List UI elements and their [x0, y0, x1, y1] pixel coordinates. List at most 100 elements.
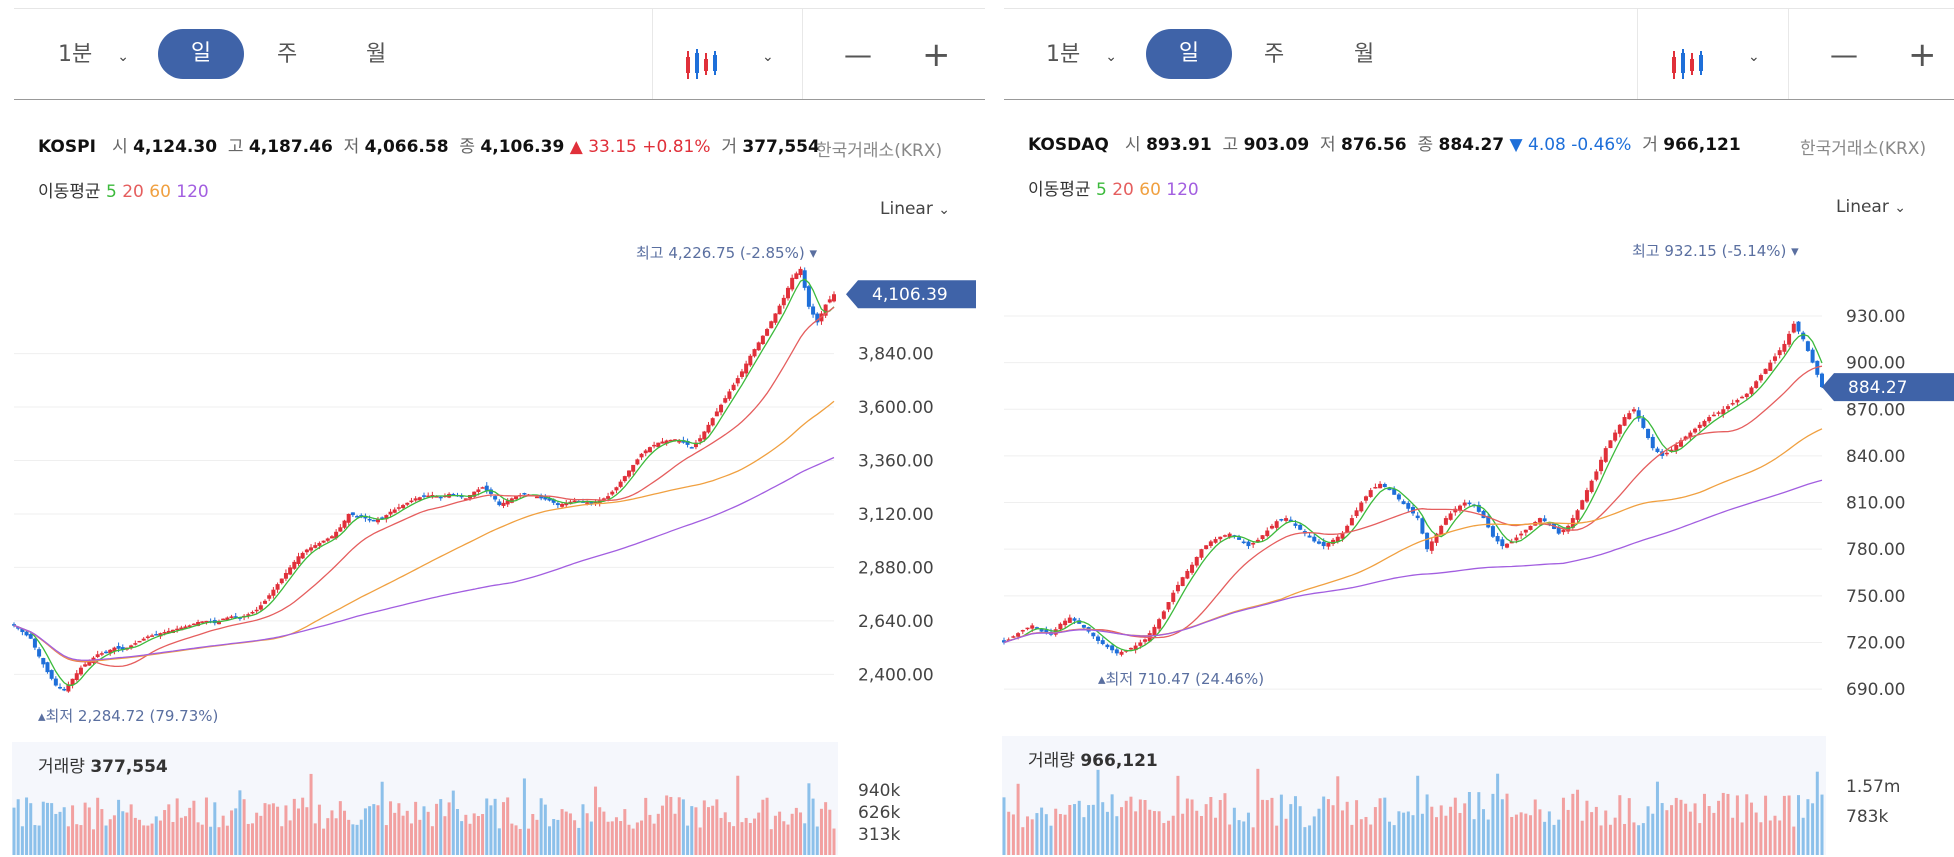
candle-body [1458, 505, 1463, 511]
toolbar-divider [802, 9, 803, 99]
volume-bar [706, 807, 710, 855]
candle-body [714, 411, 719, 417]
candle-body [1378, 483, 1383, 489]
candle-body [832, 294, 836, 302]
volume-bar [736, 775, 740, 855]
volume-bar [1580, 820, 1584, 855]
volume-bar [1218, 799, 1222, 855]
candle-body [183, 626, 188, 629]
chart-type-chevron-icon[interactable]: ⌄ [762, 49, 774, 65]
volume-bar [1035, 813, 1039, 855]
volume-bar [1040, 807, 1044, 855]
volume-bar [535, 819, 539, 855]
candle-body [191, 623, 196, 626]
zoom-in-button[interactable]: + [1908, 35, 1937, 75]
zoom-out-button[interactable]: — [844, 38, 872, 71]
ma120-legend[interactable]: 120 [1166, 180, 1199, 200]
chart-type-button[interactable] [682, 33, 726, 79]
tab-week[interactable]: 주 [1264, 42, 1285, 67]
candle-body [1133, 645, 1138, 651]
volume-bar [1524, 813, 1528, 855]
volume-bar [1712, 812, 1716, 855]
zoom-in-button[interactable]: + [922, 35, 951, 75]
candle-body [1293, 523, 1298, 526]
candle-body [355, 516, 360, 518]
candle-body [1777, 350, 1782, 356]
volume-bar [669, 796, 673, 855]
volume-bar [422, 806, 426, 855]
chart-toolbar: 1분 ⌄ 일 주 월 ⌄ — + [14, 8, 985, 100]
scale-dropdown[interactable]: Linear ⌄ [880, 199, 950, 219]
volume-bar [1590, 812, 1594, 855]
candle-body [317, 542, 322, 546]
ma20-legend[interactable]: 20 [122, 182, 144, 202]
volume-bar [397, 803, 401, 855]
candle-body [196, 622, 201, 626]
volume-bar [510, 823, 514, 855]
tab-month[interactable]: 월 [1354, 42, 1375, 67]
volume-tick-label: 313k [858, 825, 900, 845]
ma60-legend[interactable]: 60 [1139, 180, 1161, 200]
candle-body [233, 616, 238, 618]
ma5-legend[interactable]: 5 [105, 182, 117, 202]
volume-bar [598, 807, 602, 855]
chart-type-chevron-icon[interactable]: ⌄ [1748, 49, 1760, 65]
volume-bar [37, 825, 41, 855]
volume-bar [631, 828, 635, 855]
volume-bar [112, 815, 116, 855]
volume-bar [1044, 814, 1048, 855]
ma5-legend[interactable]: 5 [1095, 180, 1107, 200]
volume-bar [644, 797, 648, 855]
ma20-legend[interactable]: 20 [1112, 180, 1134, 200]
candle-body [417, 497, 422, 501]
candle-body [367, 518, 372, 521]
tab-week[interactable]: 주 [277, 42, 298, 67]
ma120-legend[interactable]: 120 [176, 182, 209, 202]
candle-body [325, 538, 330, 541]
price-tag-label: 4,106.39 [872, 285, 948, 305]
candle-body [158, 633, 163, 637]
candle-body [296, 556, 301, 565]
ma60-legend[interactable]: 60 [149, 182, 171, 202]
candle-body [405, 502, 410, 505]
candle-body [1152, 626, 1157, 636]
scale-dropdown[interactable]: Linear ⌄ [1836, 197, 1906, 217]
chart-type-button[interactable] [1668, 33, 1712, 79]
volume-bar [1726, 793, 1730, 855]
tab-month[interactable]: 월 [366, 42, 387, 67]
kospi-chart[interactable]: 3,840.00 3,600.00 3,360.00 3,120.00 2,880.00… [0, 0, 985, 857]
volume-bar [1087, 805, 1091, 855]
kosdaq-chart[interactable]: 930.00 900.00 870.00 840.00 810.00 780.00 750.… [994, 0, 1954, 857]
candle-body [1791, 323, 1796, 333]
candle-body [1622, 417, 1627, 426]
candle-body [1758, 375, 1763, 381]
index-name: KOSPI [38, 137, 96, 157]
interval-dropdown[interactable]: 1분 ⌄ [1046, 9, 1117, 99]
volume-bar [648, 814, 652, 855]
volume-bar [1453, 797, 1457, 855]
volume-bar [234, 808, 238, 855]
open-label: 시 [1125, 135, 1141, 155]
volume-bar [690, 806, 694, 855]
volume-bar [1167, 820, 1171, 855]
candlestick-icon [1672, 49, 1703, 79]
tab-day[interactable]: 일 [1146, 29, 1232, 79]
candle-body [116, 646, 121, 649]
volume-legend: 거래량 966,121 [1028, 746, 1158, 771]
candle-body [1537, 518, 1542, 523]
volume-bar [1063, 814, 1067, 855]
tab-day[interactable]: 일 [158, 29, 244, 79]
candle-body [1519, 533, 1524, 536]
volume-bar [1420, 813, 1424, 855]
candle-body [1467, 502, 1472, 505]
candle-body [1547, 523, 1552, 525]
candle-body [798, 268, 803, 276]
candle-body [614, 487, 619, 491]
zoom-out-button[interactable]: — [1830, 38, 1858, 71]
chevron-down-icon: ⌄ [117, 49, 129, 65]
candle-body [12, 624, 16, 626]
candle-body [1100, 640, 1105, 645]
volume-bar [1679, 799, 1683, 855]
volume-bar [602, 811, 606, 855]
interval-dropdown[interactable]: 1분 ⌄ [58, 9, 129, 99]
